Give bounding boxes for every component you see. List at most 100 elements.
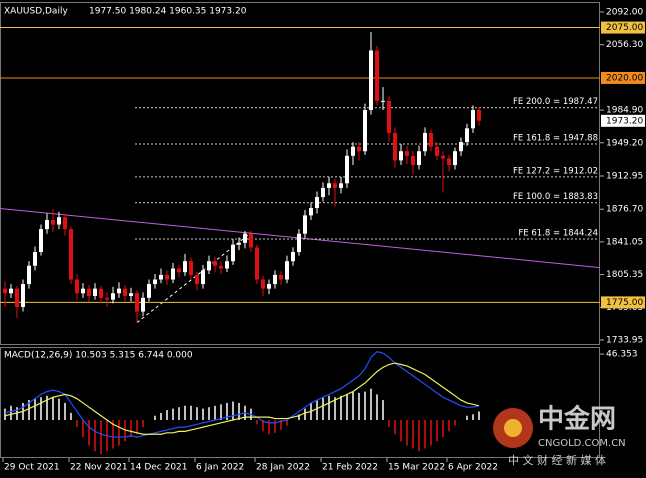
candle-body xyxy=(3,288,7,294)
candle-body xyxy=(279,274,283,280)
watermark-slogan: 中 文 财 经 新 媒 体 xyxy=(508,453,606,467)
current-price-label: 1973.20 xyxy=(606,116,643,126)
candle-body xyxy=(159,274,163,280)
candle-body xyxy=(381,100,385,102)
candle-body xyxy=(471,110,475,129)
price-box xyxy=(601,114,645,127)
candle-body xyxy=(459,142,463,152)
y-tick-label: 2092.00 xyxy=(606,7,643,17)
y-tick-label: 2056.30 xyxy=(606,40,643,50)
candle-body xyxy=(189,261,193,275)
candle-body xyxy=(345,155,349,184)
ohlc-info: 1977.50 1980.24 1960.35 1973.20 xyxy=(89,7,247,17)
candle-body xyxy=(309,208,313,216)
candle-body xyxy=(267,284,271,289)
candle-body xyxy=(69,229,73,280)
candle-body xyxy=(147,284,151,298)
candle-body xyxy=(429,132,433,147)
candle-body xyxy=(255,247,259,280)
candle-body xyxy=(423,132,427,152)
candle-body xyxy=(297,233,301,253)
candle-body xyxy=(117,288,121,294)
candle-body xyxy=(417,151,421,165)
watermark-site: CNGOLD.COM.CN xyxy=(538,438,626,449)
candle-body xyxy=(99,288,103,298)
candle-body xyxy=(477,110,481,121)
macd-title: MACD(12,26,9) 10.503 5.315 6.744 0.000 xyxy=(4,351,193,361)
chart-title: XAUUSD,Daily xyxy=(4,7,68,17)
macd-pane-border xyxy=(0,347,600,458)
level-label: 2020.00 xyxy=(606,73,643,83)
macd-line xyxy=(4,351,480,438)
candle-body xyxy=(177,268,181,273)
x-tick-label: 14 Dec 2021 xyxy=(130,463,188,473)
candle-body xyxy=(87,288,91,296)
candle-body xyxy=(333,183,337,188)
level-label: 2075.00 xyxy=(606,23,643,33)
candle-body xyxy=(363,110,367,152)
candle-body xyxy=(39,229,43,253)
fib-label: FE 200.0 = 1987.47 xyxy=(513,97,598,107)
candle-body xyxy=(411,155,415,165)
fib-label: FE 127.2 = 1912.02 xyxy=(513,166,598,176)
candle-body xyxy=(219,265,223,269)
candle-body xyxy=(225,261,229,269)
candle-body xyxy=(261,279,265,289)
y-tick-label: 1984.90 xyxy=(606,106,643,116)
candle-body xyxy=(63,217,67,230)
candle-body xyxy=(27,265,31,285)
candle-body xyxy=(447,158,451,165)
candle-body xyxy=(465,128,469,143)
y-tick-label: 1733.95 xyxy=(606,336,643,346)
x-tick-label: 6 Apr 2022 xyxy=(448,463,498,473)
candle-body xyxy=(357,146,361,152)
candle-body xyxy=(303,215,307,234)
candle-body xyxy=(435,146,439,156)
candle-body xyxy=(165,274,169,280)
y-tick-label: 1876.70 xyxy=(606,205,643,215)
y-tick-label: 46.353 xyxy=(606,350,638,360)
candle-body xyxy=(453,151,457,165)
candle-body xyxy=(369,50,373,111)
watermark: 中金网 CNGOLD.COM.CN 中 文 财 经 新 媒 体 xyxy=(493,404,626,467)
candle-body xyxy=(441,155,445,159)
y-tick-label: 1949.20 xyxy=(606,138,643,148)
candle-body xyxy=(75,279,79,294)
candle-body xyxy=(405,151,409,156)
candle-body xyxy=(195,274,199,285)
candle-body xyxy=(105,297,109,300)
x-tick-label: 29 Oct 2021 xyxy=(4,463,60,473)
candle-body xyxy=(81,288,85,294)
watermark-brand: 中金网 xyxy=(538,404,616,435)
candle-body xyxy=(237,242,241,245)
candle-body xyxy=(201,270,205,285)
watermark-logo-inner xyxy=(504,419,522,437)
candle-body xyxy=(153,279,157,285)
fib-label: FE 100.0 = 1883.83 xyxy=(513,192,598,202)
candle-body xyxy=(351,146,355,156)
candle-body xyxy=(321,187,325,198)
candle-body xyxy=(9,288,13,294)
x-tick-label: 15 Mar 2022 xyxy=(388,463,445,473)
candle-body xyxy=(231,244,235,262)
candle-body xyxy=(45,219,49,230)
candle-body xyxy=(111,293,115,300)
candle-body xyxy=(387,100,391,133)
main-pane-border xyxy=(0,2,600,345)
candle-body xyxy=(249,233,253,248)
candle-body xyxy=(207,261,211,271)
macd-line xyxy=(4,362,480,435)
candle-body xyxy=(33,252,37,266)
candle-body xyxy=(21,284,25,307)
fib-label: FE 161.8 = 1947.88 xyxy=(513,134,598,144)
level-box xyxy=(601,21,645,34)
candle-body xyxy=(129,293,133,296)
candle-body xyxy=(213,261,217,266)
candle-body xyxy=(183,261,187,273)
candle-body xyxy=(399,151,403,161)
candle-body xyxy=(393,132,397,161)
candle-body xyxy=(291,252,295,262)
y-tick-label: 1841.05 xyxy=(606,237,643,247)
candle-body xyxy=(141,297,145,312)
candle-body xyxy=(123,288,127,296)
